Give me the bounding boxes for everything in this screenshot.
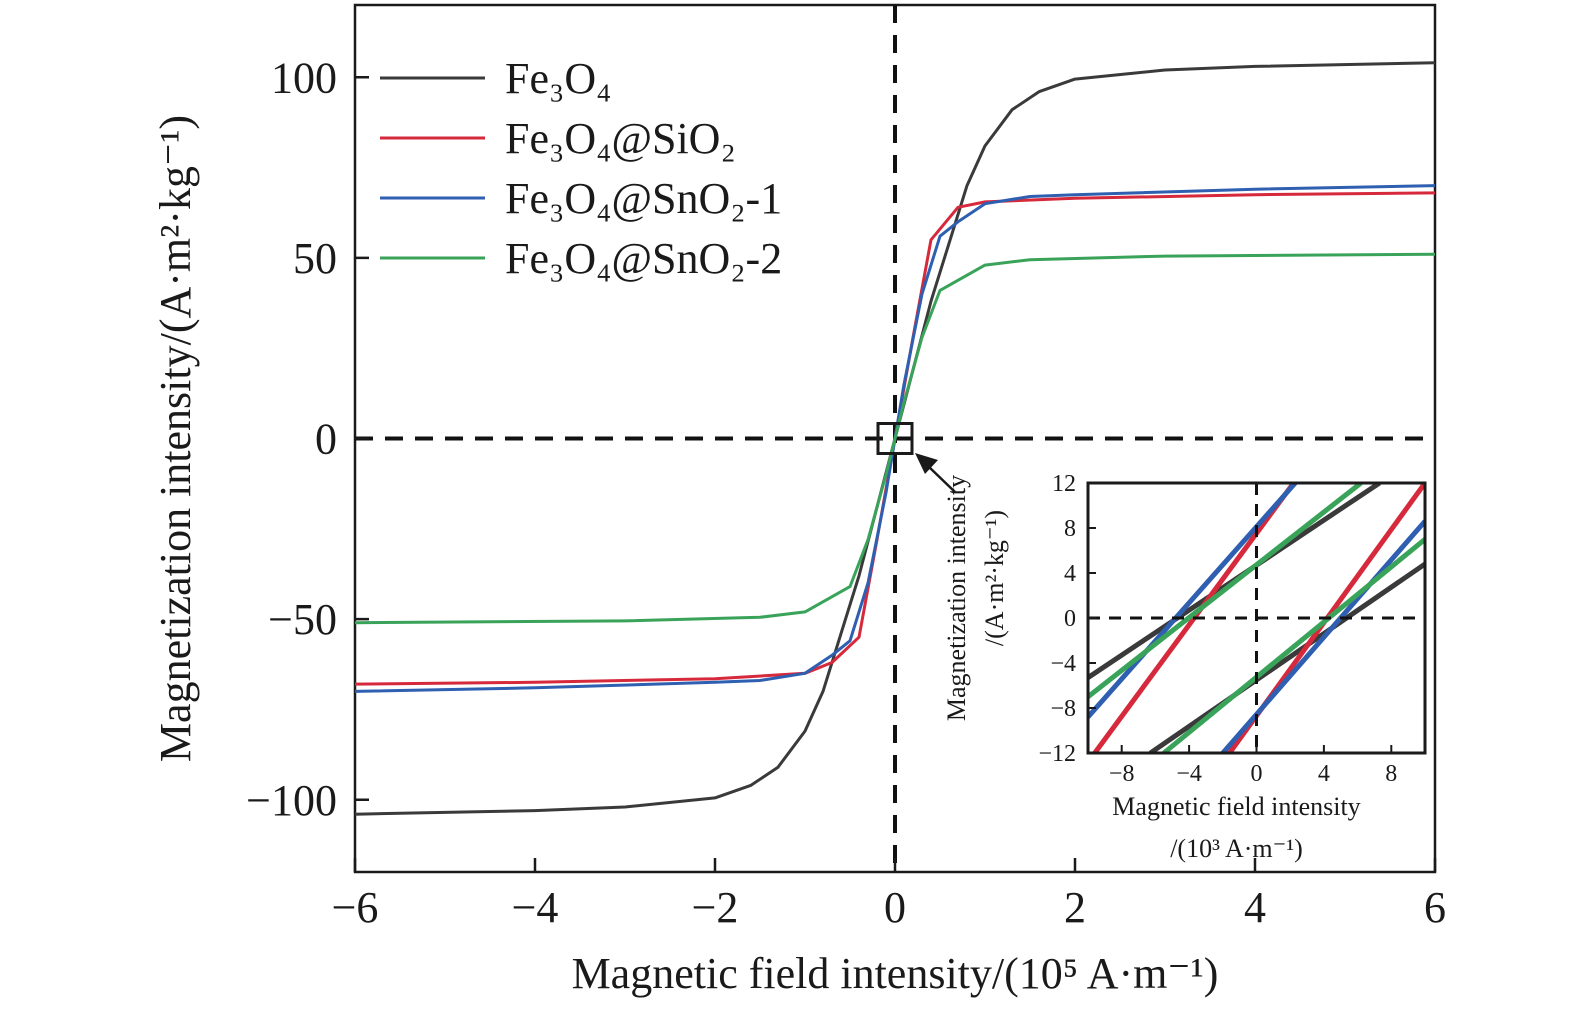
inset-x-axis-title: Magnetic field intensity (1112, 792, 1360, 821)
inset-y-tick-label: 0 (1064, 606, 1076, 632)
inset-x-tick-label: −8 (1109, 761, 1135, 787)
inset-y-tick-label: −8 (1050, 696, 1076, 722)
main-y-tick-label: 50 (293, 234, 337, 283)
main-y-axis-title: Magnetization intensity/(A·m²·kg⁻¹) (151, 115, 200, 762)
legend-label-3: Fe₃O₄@SnO₂-1 (505, 174, 782, 223)
main-x-axis-title: Magnetic field intensity/(10⁵ A·m⁻¹) (572, 949, 1219, 998)
main-x-tick-label: 6 (1424, 883, 1446, 932)
inset-x-tick-label: 4 (1318, 761, 1330, 787)
inset-series-line-4-branch-1 (1088, 483, 1363, 699)
main-y-tick-label: −50 (268, 595, 337, 644)
inset-series-line-1-branch-2 (1148, 561, 1425, 753)
inset-y-tick-label: −12 (1038, 741, 1076, 767)
main-series-lines (354, 61, 1436, 816)
main-x-tick-label: 4 (1244, 883, 1266, 932)
main-x-tick-label: −4 (512, 883, 559, 932)
main-x-tick-label: 0 (884, 883, 906, 932)
legend: Fe₃O₄ Fe₃O₄@SiO₂ Fe₃O₄@SnO₂-1 Fe₃O₄@SnO₂-2 (380, 54, 782, 283)
inset-x-tick-label: 0 (1251, 761, 1263, 787)
zoom-arrow (927, 465, 956, 493)
inset-y-tick-label: 4 (1064, 561, 1076, 587)
inset-y-tick-label: −4 (1050, 651, 1076, 677)
inset-y-tick-label: 12 (1052, 471, 1076, 497)
legend-label-1: Fe₃O₄ (505, 54, 611, 103)
inset-axis-ticks: −8 −4 0 4 8 −12 −8 −4 0 4 8 12 (1038, 471, 1397, 787)
main-axis-ticks: −6 −4 −2 0 2 4 6 −100 −50 0 50 100 (246, 53, 1446, 932)
main-plot: −6 −4 −2 0 2 4 6 −100 −50 0 50 100 Magnetic field i… (151, 3, 1446, 998)
main-y-tick-label: 100 (271, 53, 337, 102)
inset-x-tick-label: −4 (1176, 761, 1202, 787)
main-x-tick-label: −6 (332, 883, 379, 932)
zoom-region-box (876, 422, 914, 455)
inset-x-axis-units: /(10³ A·m⁻¹) (1170, 834, 1303, 863)
inset-series-line-3-branch-1 (1088, 483, 1298, 719)
inset-x-tick-label: 8 (1385, 761, 1397, 787)
inset-y-axis-units: /(A·m²·kg⁻¹) (980, 510, 1009, 646)
main-y-tick-label: 0 (315, 415, 337, 464)
inset-series-line-4-branch-2 (1162, 537, 1425, 753)
inset-plot: −8 −4 0 4 8 −12 −8 −4 0 4 8 12 Magnetic field inten… (942, 471, 1427, 863)
main-series-line-4 (354, 252, 1436, 625)
legend-label-2: Fe₃O₄@SiO₂ (505, 114, 736, 163)
zoom-arrowhead (915, 453, 938, 474)
main-x-tick-label: −2 (692, 883, 739, 932)
inset-reference-lines (1088, 483, 1425, 753)
main-x-tick-label: 2 (1064, 883, 1086, 932)
inset-series-line-3-branch-2 (1220, 519, 1425, 753)
inset-y-tick-label: 8 (1064, 516, 1076, 542)
inset-y-axis-title: Magnetization intensity (942, 475, 971, 721)
main-y-tick-label: −100 (246, 776, 337, 825)
legend-label-4: Fe₃O₄@SnO₂-2 (505, 234, 782, 283)
